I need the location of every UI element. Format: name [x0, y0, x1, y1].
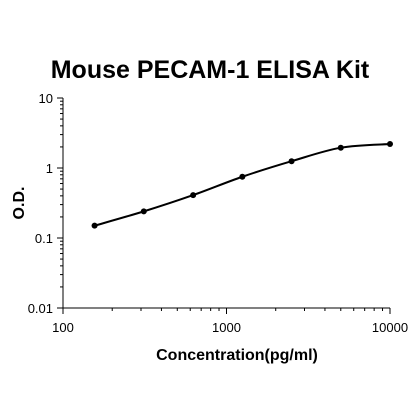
tick-marks	[57, 97, 391, 314]
x-axis-title: Concentration(pg/ml)	[156, 347, 318, 364]
x-tick-labels: 100 1000 10000	[52, 320, 408, 335]
x-tick-label: 100	[52, 320, 74, 335]
fitted-curve	[94, 143, 391, 227]
y-axis-title: O.D.	[11, 187, 28, 220]
axes	[62, 98, 390, 309]
data-point	[387, 141, 393, 148]
data-point	[337, 144, 344, 151]
y-tick-label: 0.1	[35, 231, 53, 246]
data-points	[91, 141, 393, 229]
data-point	[190, 192, 197, 199]
data-point	[140, 208, 147, 215]
data-point	[239, 173, 246, 180]
y-tick-label: 1	[46, 161, 53, 176]
data-point	[91, 222, 98, 229]
x-tick-label: 10000	[372, 320, 408, 335]
x-tick-label: 1000	[212, 320, 241, 335]
y-tick-label: 10	[39, 91, 53, 106]
y-tick-labels: 0.01 0.1 1 10	[28, 91, 53, 316]
y-tick-label: 0.01	[28, 301, 53, 316]
data-point	[288, 158, 295, 165]
chart-title: Mouse PECAM-1 ELISA Kit	[50, 56, 370, 84]
